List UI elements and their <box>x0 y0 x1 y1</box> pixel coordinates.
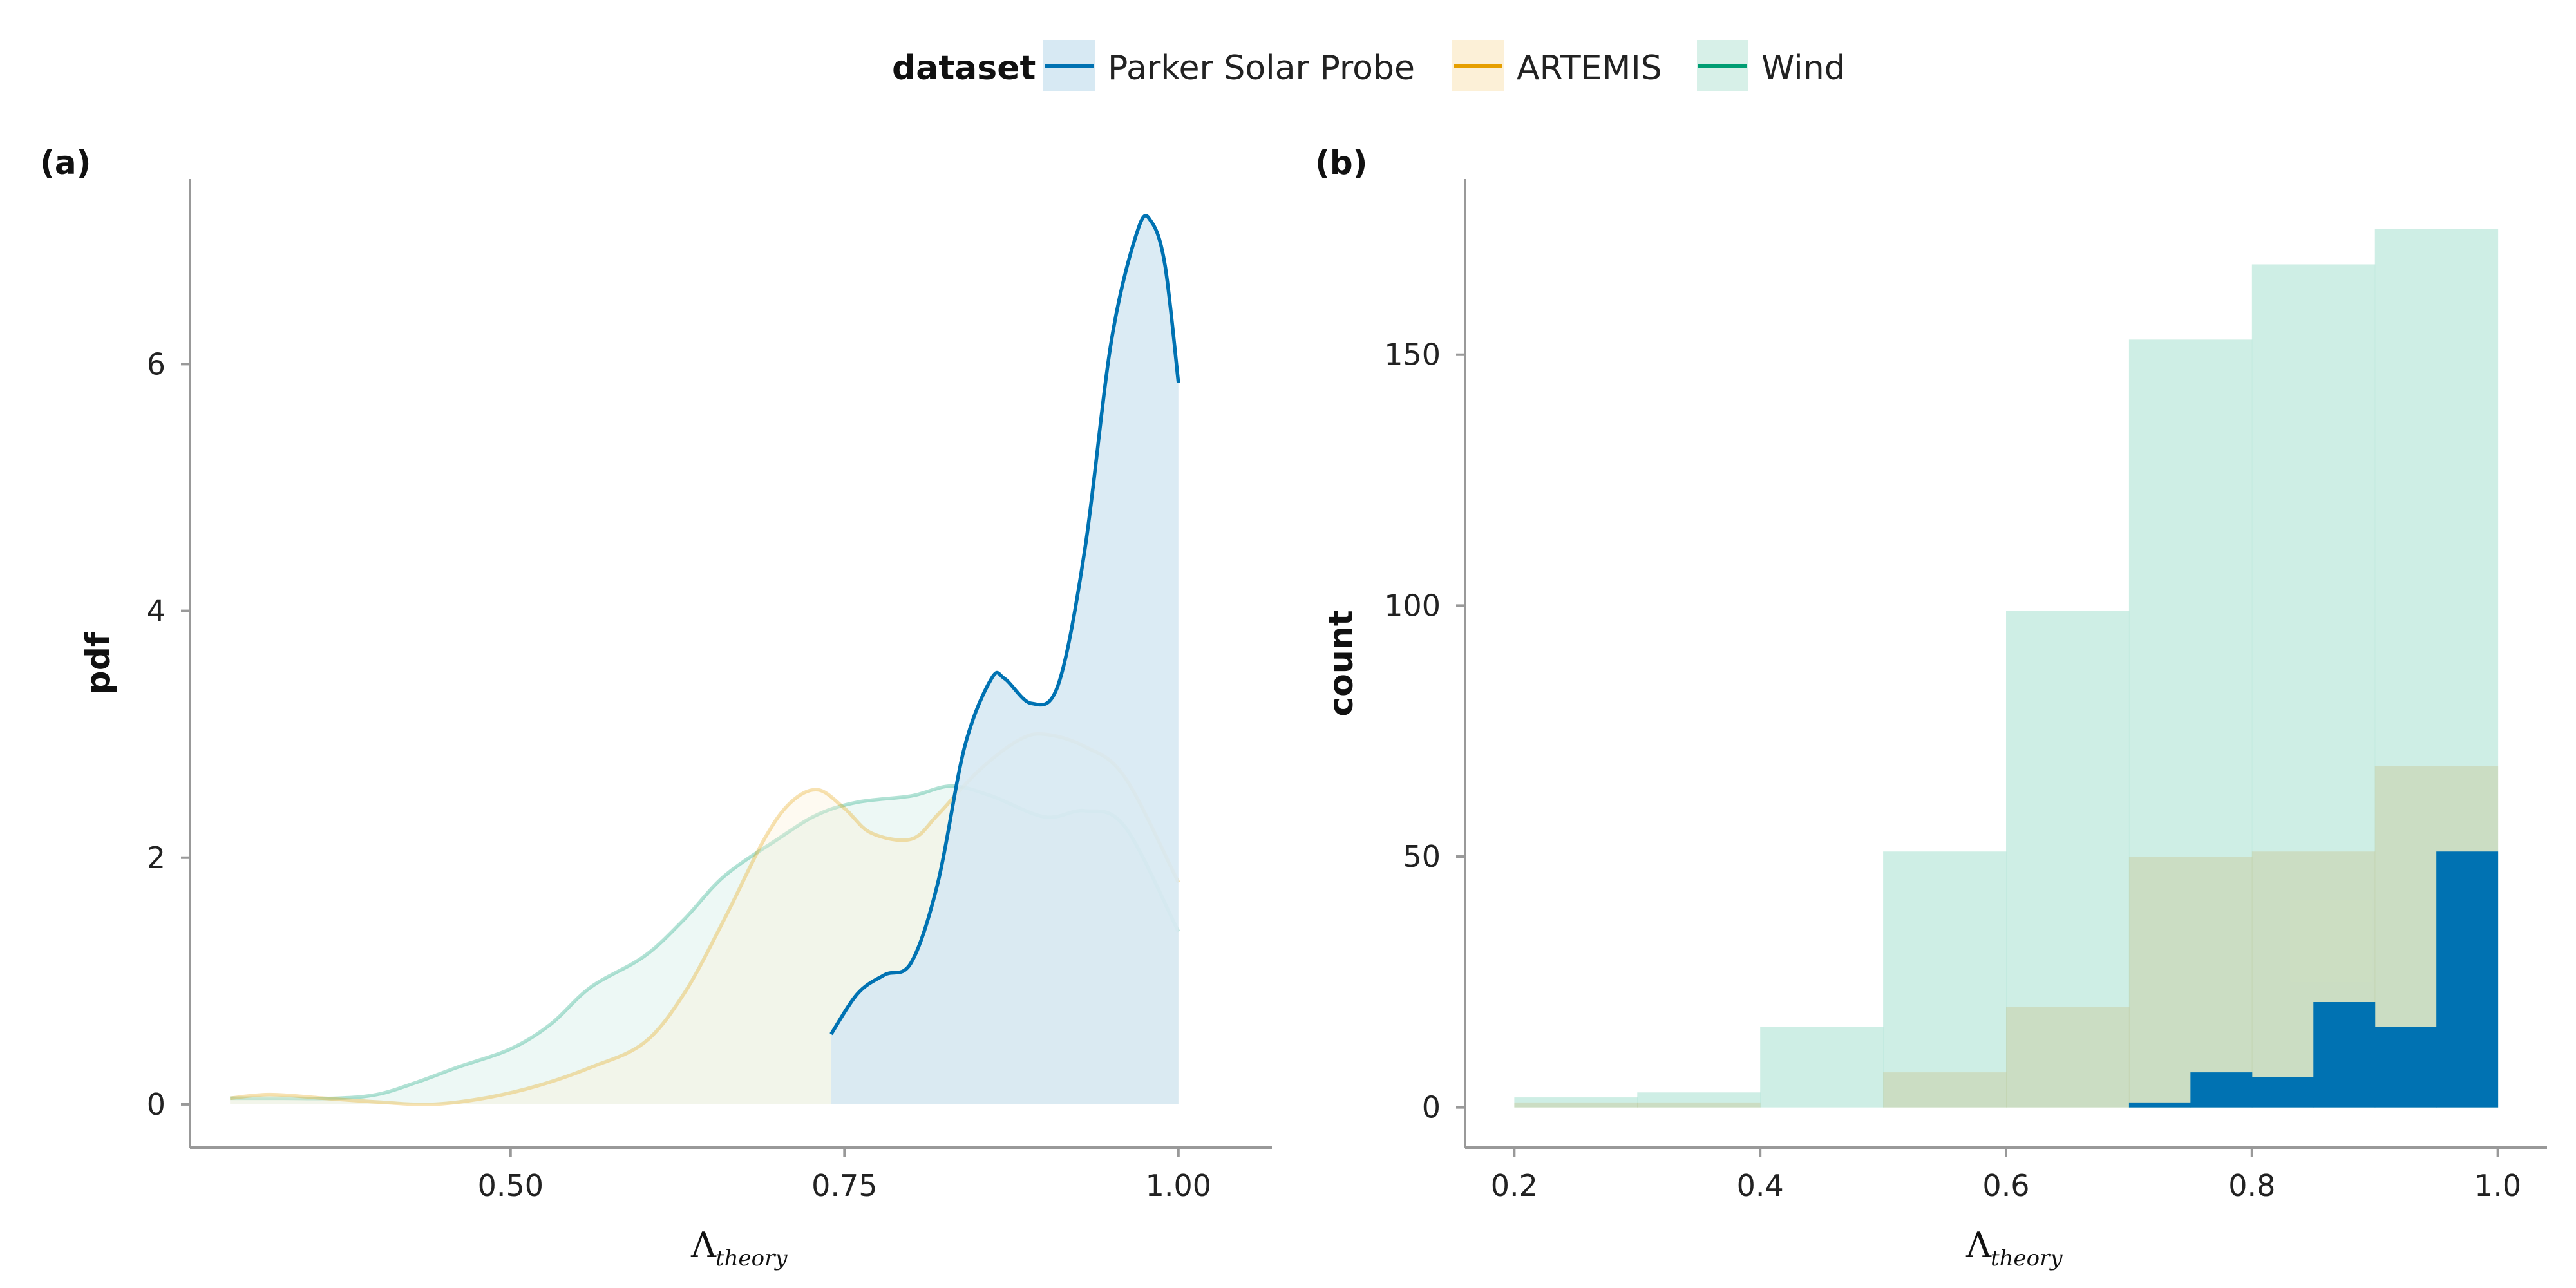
histogram-bar-parker-solar-probe <box>2374 1027 2437 1108</box>
y-tick-label: 4 <box>147 594 166 629</box>
panel-label: (b) <box>1315 144 1368 182</box>
x-tick-label: 0.4 <box>1737 1168 1784 1203</box>
legend-label: ARTEMIS <box>1517 49 1662 88</box>
x-axis-symbol: Λ <box>690 1225 717 1265</box>
histogram-bar-wind <box>1883 851 2007 1108</box>
histogram-bar-parker-solar-probe <box>2128 1102 2191 1108</box>
y-tick-label: 0 <box>1422 1090 1441 1125</box>
legend-entry: ARTEMIS <box>1452 40 1662 91</box>
x-tick-label: 0.50 <box>478 1168 544 1203</box>
histogram-bar-wind <box>2006 611 2130 1108</box>
x-tick-label: 0.2 <box>1491 1168 1538 1203</box>
x-tick-label: 0.8 <box>2228 1168 2275 1203</box>
legend-entry: Wind <box>1697 40 1846 91</box>
histogram-bar-artemis <box>1883 1072 2007 1108</box>
histogram-bar-wind <box>2128 339 2253 1108</box>
x-tick-label: 0.6 <box>1982 1168 2029 1203</box>
histogram-bar-artemis <box>1514 1102 1638 1108</box>
legend-label: Parker Solar Probe <box>1108 49 1415 88</box>
density-area-parker-solar-probe <box>831 215 1179 1104</box>
histogram-bar-wind <box>1514 1097 1638 1108</box>
y-tick-label: 50 <box>1403 839 1441 874</box>
density-curve-parker-solar-probe <box>829 214 1180 1036</box>
panel-label: (a) <box>40 144 91 182</box>
y-tick-label: 2 <box>147 840 166 875</box>
histogram-bar-parker-solar-probe <box>2190 1072 2253 1108</box>
x-axis-subscript: theory <box>715 1245 788 1271</box>
histogram-bar-artemis <box>2128 857 2253 1108</box>
histogram-bar-artemis <box>1637 1102 1761 1108</box>
y-tick-label: 6 <box>147 346 166 381</box>
histogram-bar-parker-solar-probe <box>2251 1077 2314 1108</box>
histogram-bar-parker-solar-probe <box>2313 1002 2376 1108</box>
x-tick-label: 1.0 <box>2474 1168 2521 1203</box>
axes: 0.2 0.4 0.6 0.8 1.0 0 50 100 150 count Λ theory <box>1322 179 2547 1271</box>
histogram-bar-wind <box>2251 264 2376 1108</box>
y-axis-title: pdf <box>79 631 118 694</box>
x-tick-label: 1.00 <box>1146 1168 1211 1203</box>
panel-a-pdf-chart: 0.50 0.75 1.00 0 2 4 6 pdf Λ theory (a) <box>40 144 1272 1271</box>
histogram-bar-wind <box>1637 1092 1761 1108</box>
y-tick-label: 150 <box>1384 337 1441 372</box>
histogram-bar-parker-solar-probe <box>2436 851 2499 1108</box>
histogram-bar-wind <box>1760 1027 1884 1108</box>
y-tick-label: 0 <box>147 1087 166 1122</box>
x-tick-label: 0.75 <box>811 1168 877 1203</box>
y-tick-label: 100 <box>1384 588 1441 623</box>
axes: 0.50 0.75 1.00 0 2 4 6 pdf Λ theory <box>79 179 1272 1271</box>
histogram-bar-artemis <box>2006 1007 2130 1108</box>
x-axis-subscript: theory <box>1991 1245 2063 1271</box>
y-axis-title: count <box>1322 610 1361 716</box>
legend: dataset Parker Solar Probe ARTEMIS Wind <box>892 40 1846 91</box>
legend-title: dataset <box>892 49 1036 88</box>
legend-entry: Parker Solar Probe <box>1043 40 1415 91</box>
panel-b-histogram-chart: 0.2 0.4 0.6 0.8 1.0 0 50 100 150 count Λ theory (b) <box>1315 144 2547 1271</box>
x-axis-symbol: Λ <box>1965 1225 1992 1265</box>
legend-label: Wind <box>1761 49 1846 88</box>
